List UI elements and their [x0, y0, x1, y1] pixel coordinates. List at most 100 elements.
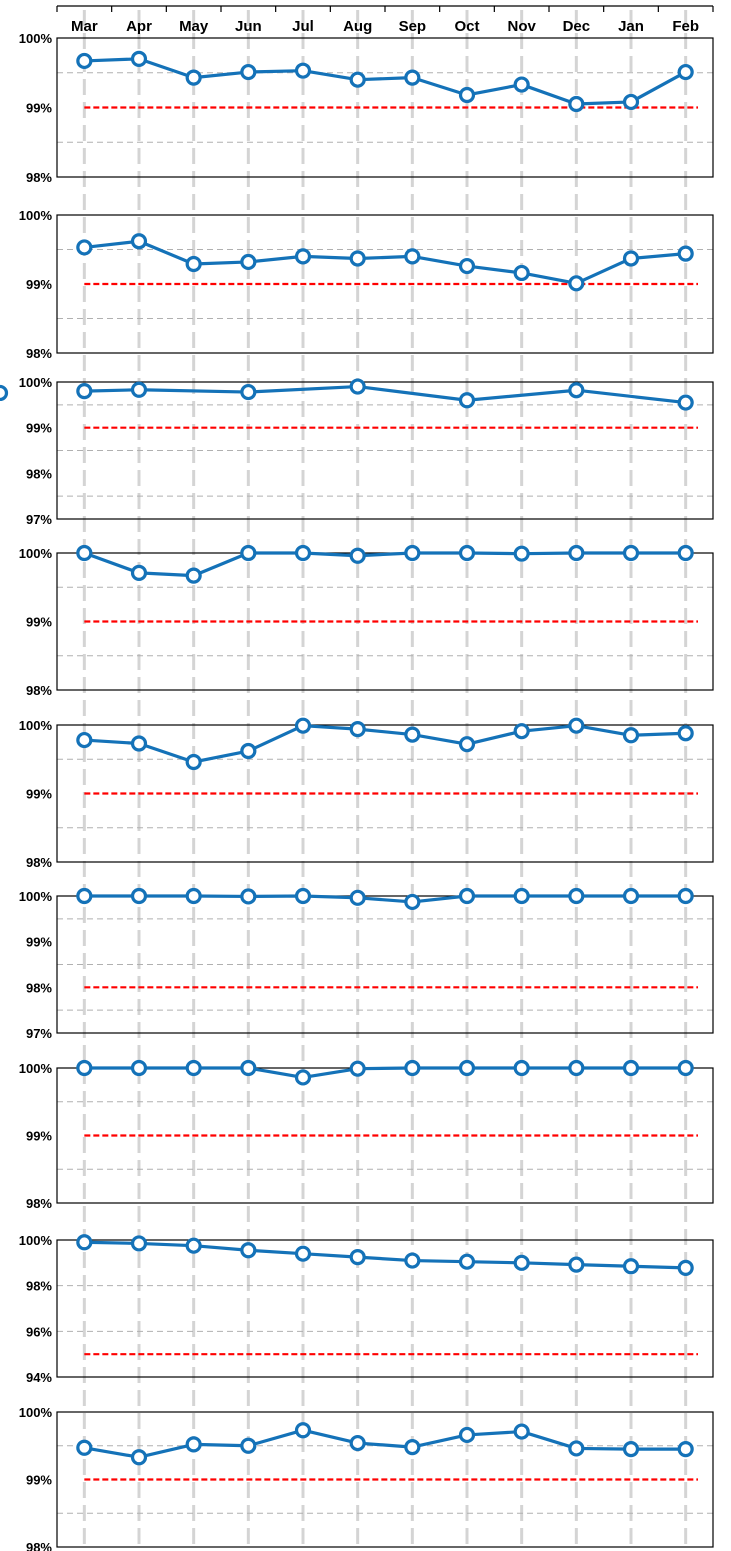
month-label: Mar — [71, 18, 98, 35]
month-column-guides — [82, 10, 688, 1551]
y-tick-label: 98% — [26, 170, 52, 185]
data-point — [677, 544, 694, 562]
data-point — [76, 52, 93, 70]
data-point — [349, 378, 366, 395]
panel-frame — [56, 37, 714, 178]
panel-frame — [56, 381, 714, 520]
data-point — [240, 888, 257, 905]
panel-frame — [56, 1411, 714, 1548]
y-tick-label: 97% — [26, 1026, 52, 1041]
data-point — [185, 1059, 202, 1077]
data-point — [130, 1449, 148, 1466]
data-point — [458, 392, 476, 409]
data-point — [349, 889, 366, 906]
y-tick-label: 100% — [19, 718, 53, 733]
data-point — [513, 76, 530, 93]
data-point — [294, 717, 312, 734]
data-point — [458, 1253, 476, 1270]
data-point — [294, 1069, 312, 1086]
data-point — [513, 1423, 530, 1440]
series-line — [84, 894, 686, 904]
data-point — [622, 1258, 640, 1275]
panel-frame — [56, 1239, 714, 1378]
panel-frame — [56, 724, 714, 863]
y-tick-label: 100% — [19, 1233, 53, 1248]
data-point — [294, 887, 312, 905]
series-line — [84, 1240, 686, 1270]
month-label: Sep — [399, 18, 427, 35]
series-line — [83, 551, 686, 578]
data-point — [458, 86, 476, 104]
data-point — [76, 239, 93, 256]
y-tick-label: 98% — [26, 1196, 52, 1211]
data-point — [130, 735, 148, 752]
panel-frame — [56, 895, 714, 1034]
data-point — [185, 255, 202, 273]
data-point — [568, 1059, 585, 1077]
y-tick-label: 98% — [26, 1540, 52, 1551]
month-axis: Mar Apr May Jun Jul Aug Sep Oct Nov Dec Jan Feb — [56, 5, 714, 35]
data-point — [0, 384, 9, 402]
y-tick-label: 99% — [26, 1473, 52, 1488]
data-point — [513, 887, 530, 905]
y-tick-label: 98% — [26, 346, 52, 361]
data-point — [568, 887, 585, 905]
chart-panel-1: 100% 99% 98% — [19, 31, 714, 185]
data-point — [76, 1059, 93, 1077]
month-label: Jun — [235, 18, 262, 35]
month-label: Dec — [563, 18, 591, 35]
data-point — [458, 887, 476, 905]
data-point — [240, 742, 257, 760]
chart-panel-4: 100% 99% 98% — [19, 544, 714, 698]
data-point — [458, 544, 476, 562]
data-point — [240, 544, 257, 562]
data-point — [568, 382, 585, 399]
data-point — [240, 1242, 257, 1259]
y-tick-label: 98% — [26, 466, 52, 481]
month-label: Oct — [454, 18, 479, 35]
data-point — [404, 69, 421, 86]
data-point — [130, 233, 148, 250]
data-point — [349, 250, 366, 267]
data-point — [294, 62, 312, 79]
series-line — [84, 1066, 686, 1080]
chart-panel-2: 100% 99% 98% — [19, 208, 714, 361]
y-tick-label: 99% — [26, 787, 52, 802]
data-point — [185, 753, 202, 771]
data-point — [404, 248, 421, 265]
y-tick-label: 98% — [26, 980, 52, 995]
month-label: Apr — [126, 18, 152, 35]
data-point — [404, 1438, 421, 1456]
y-tick-label: 98% — [26, 1279, 52, 1294]
data-point — [404, 1252, 421, 1269]
data-point — [185, 1436, 202, 1453]
y-tick-label: 99% — [26, 421, 52, 436]
data-point — [677, 394, 694, 411]
data-point — [677, 1259, 694, 1276]
chart-panel-8: 100% 98% 96% 94% — [19, 1233, 714, 1385]
plot-area — [57, 382, 713, 519]
data-point — [185, 1237, 202, 1254]
data-point — [294, 1245, 312, 1262]
data-point — [240, 383, 257, 401]
y-tick-label: 100% — [19, 546, 53, 561]
data-point — [513, 1254, 530, 1271]
data-point — [130, 1235, 148, 1252]
y-tick-label: 100% — [19, 208, 53, 223]
y-tick-label: 97% — [26, 512, 52, 527]
chart-panel-5: 100% 99% 98% — [19, 717, 714, 870]
chart-panels: 100% 99% 98% 100% 99% 98% 100% 99% 98% 97% 100% 99%… — [0, 31, 714, 1551]
y-tick-label: 100% — [19, 31, 53, 46]
data-point — [513, 1059, 530, 1077]
data-point — [76, 544, 93, 562]
data-point — [185, 567, 202, 584]
data-point — [349, 1249, 366, 1266]
data-point — [404, 1059, 421, 1077]
data-point — [240, 1437, 257, 1454]
y-tick-label: 99% — [26, 1129, 52, 1144]
data-point — [513, 723, 530, 740]
series-line — [84, 384, 686, 405]
data-point — [240, 1059, 257, 1077]
data-point — [76, 1439, 93, 1456]
data-point — [294, 544, 312, 562]
